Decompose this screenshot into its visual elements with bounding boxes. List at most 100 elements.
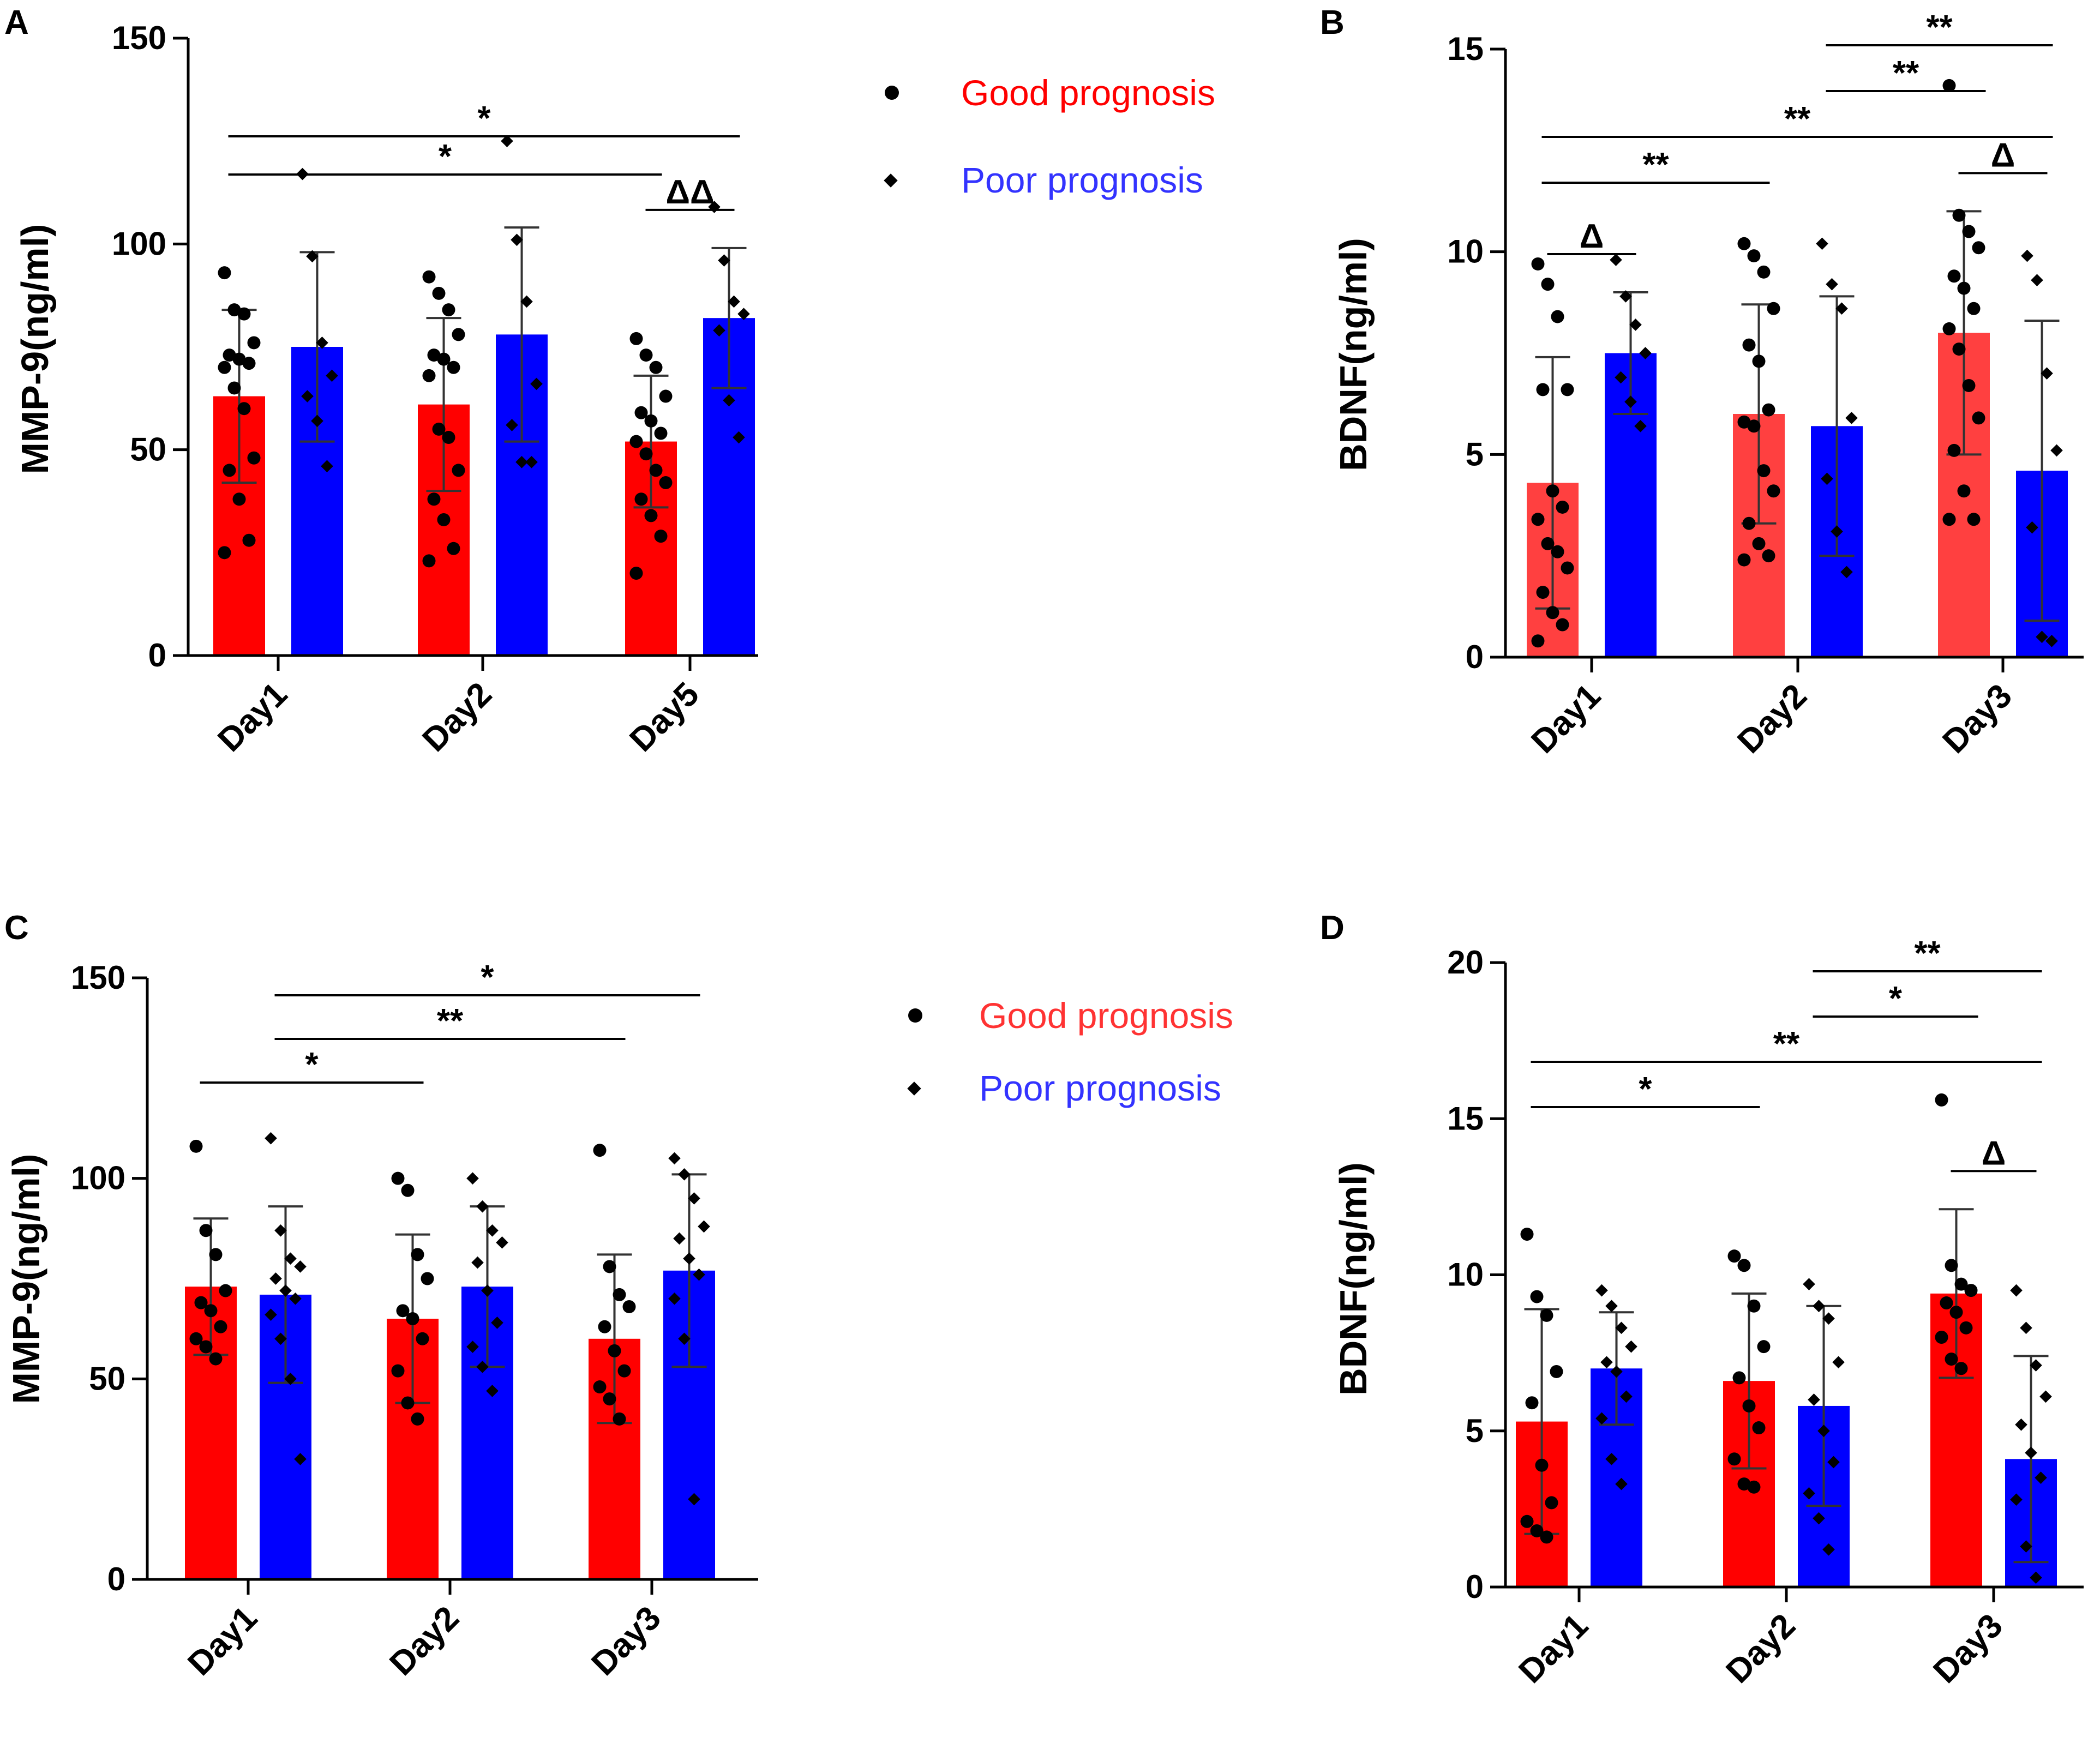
data-point-good <box>1535 1458 1549 1472</box>
data-point-good <box>427 348 441 362</box>
data-point-poor <box>1605 1452 1618 1465</box>
data-point-good <box>194 1296 208 1309</box>
x-tick-label-day2: Day2 <box>415 675 499 759</box>
data-point-poor <box>713 324 725 337</box>
data-point-poor <box>289 1292 302 1305</box>
data-point-good <box>1949 1306 1963 1319</box>
data-point-good <box>242 533 256 547</box>
data-point-good <box>634 492 648 506</box>
data-point-poor <box>2010 1493 2023 1506</box>
data-point-good <box>1545 1496 1558 1510</box>
data-point-poor <box>321 460 333 473</box>
data-point-poor <box>1600 1356 1613 1369</box>
significance-label: ΔΔ <box>665 173 714 211</box>
data-point-poor <box>274 1332 287 1345</box>
chart-a-mmp9-days-1-2-5: Day1 Day2 Day5 0 50 100 150 MMP-9(ng/ml) * * ΔΔ <box>14 20 758 759</box>
data-point-poor <box>1835 302 1848 315</box>
data-point-poor <box>1827 1456 1840 1469</box>
data-point-poor <box>491 1317 503 1329</box>
data-point-poor <box>1615 1321 1628 1335</box>
data-point-good <box>1531 634 1545 648</box>
y-tick-label: 0 <box>1466 639 1484 675</box>
data-point-good <box>1540 1308 1553 1322</box>
data-point-poor <box>294 1260 307 1273</box>
data-point-good <box>1556 500 1569 514</box>
data-point-good <box>242 357 256 370</box>
data-point-good <box>247 336 261 350</box>
data-point-good <box>1737 1259 1751 1272</box>
data-point-good <box>209 1352 223 1366</box>
data-point-good <box>1935 1331 1948 1344</box>
data-point-good <box>411 1248 424 1261</box>
data-point-poor <box>723 394 735 407</box>
y-tick-label: 5 <box>1466 1413 1484 1449</box>
data-point-good <box>1541 278 1555 291</box>
data-point-poor <box>1808 1393 1820 1406</box>
data-point-good <box>1942 513 1956 526</box>
data-point-good <box>639 348 653 362</box>
data-point-poor <box>476 1200 489 1213</box>
data-point-poor <box>486 1385 499 1397</box>
data-point-good <box>442 431 455 444</box>
data-point-good <box>603 1392 616 1406</box>
y-tick-label: 150 <box>71 959 125 996</box>
data-point-good <box>1752 537 1766 550</box>
data-point-good <box>1942 322 1956 335</box>
y-tick-label: 0 <box>107 1561 125 1597</box>
data-point-poor <box>1595 1412 1608 1425</box>
data-point-good <box>1957 484 1971 498</box>
data-point-good <box>452 328 465 341</box>
y-tick-label: 20 <box>1447 944 1484 981</box>
data-point-good <box>1957 281 1971 295</box>
data-point-good <box>1954 1362 1968 1375</box>
y-tick-label: 150 <box>112 20 166 56</box>
data-point-poor <box>1610 254 1622 266</box>
data-point-poor <box>316 336 328 349</box>
data-point-good <box>1945 1353 1958 1366</box>
data-point-poor <box>693 1268 705 1281</box>
data-point-good <box>1737 553 1751 567</box>
x-tick-label-day1: Day1 <box>181 1599 265 1683</box>
data-point-good <box>401 1183 415 1197</box>
x-tick-label-day1: Day1 <box>1524 677 1608 761</box>
data-point-good <box>649 464 663 477</box>
legend-good-marker <box>908 1008 922 1023</box>
data-point-good <box>1546 606 1559 620</box>
data-point-good <box>1767 302 1780 315</box>
data-point-poor <box>1595 1284 1608 1297</box>
data-point-good <box>442 303 455 317</box>
data-point-good <box>1972 241 1985 255</box>
data-point-good <box>219 1284 232 1297</box>
data-point-poor <box>1639 347 1652 359</box>
data-point-good <box>223 464 236 477</box>
data-point-poor <box>678 1168 691 1181</box>
significance-label: ** <box>1784 100 1811 138</box>
data-point-good <box>629 435 643 448</box>
data-point-good <box>1551 545 1564 558</box>
data-point-good <box>1967 302 1981 315</box>
significance-label: * <box>477 100 491 137</box>
data-point-good <box>232 352 246 366</box>
data-point-good <box>598 1320 611 1333</box>
data-point-good <box>1747 249 1761 263</box>
data-point-good <box>1727 1452 1741 1466</box>
data-point-poor <box>279 1284 292 1297</box>
data-point-poor <box>2021 249 2033 262</box>
data-point-good <box>593 1144 607 1157</box>
data-point-poor <box>718 254 730 267</box>
data-point-good <box>1762 403 1775 417</box>
data-point-good <box>432 422 446 436</box>
data-point-poor <box>326 369 338 382</box>
data-point-good <box>1757 1340 1771 1354</box>
x-tick-label-day3: Day3 <box>1926 1607 2010 1691</box>
data-point-poor <box>683 1252 695 1265</box>
data-point-poor <box>737 308 750 320</box>
data-point-good <box>421 1272 434 1285</box>
data-point-good <box>401 1396 415 1410</box>
data-point-poor <box>1831 525 1843 538</box>
data-point-good <box>1954 1277 1968 1291</box>
data-point-good <box>603 1260 616 1273</box>
data-point-poor <box>530 377 543 390</box>
y-tick-label: 15 <box>1447 31 1484 67</box>
